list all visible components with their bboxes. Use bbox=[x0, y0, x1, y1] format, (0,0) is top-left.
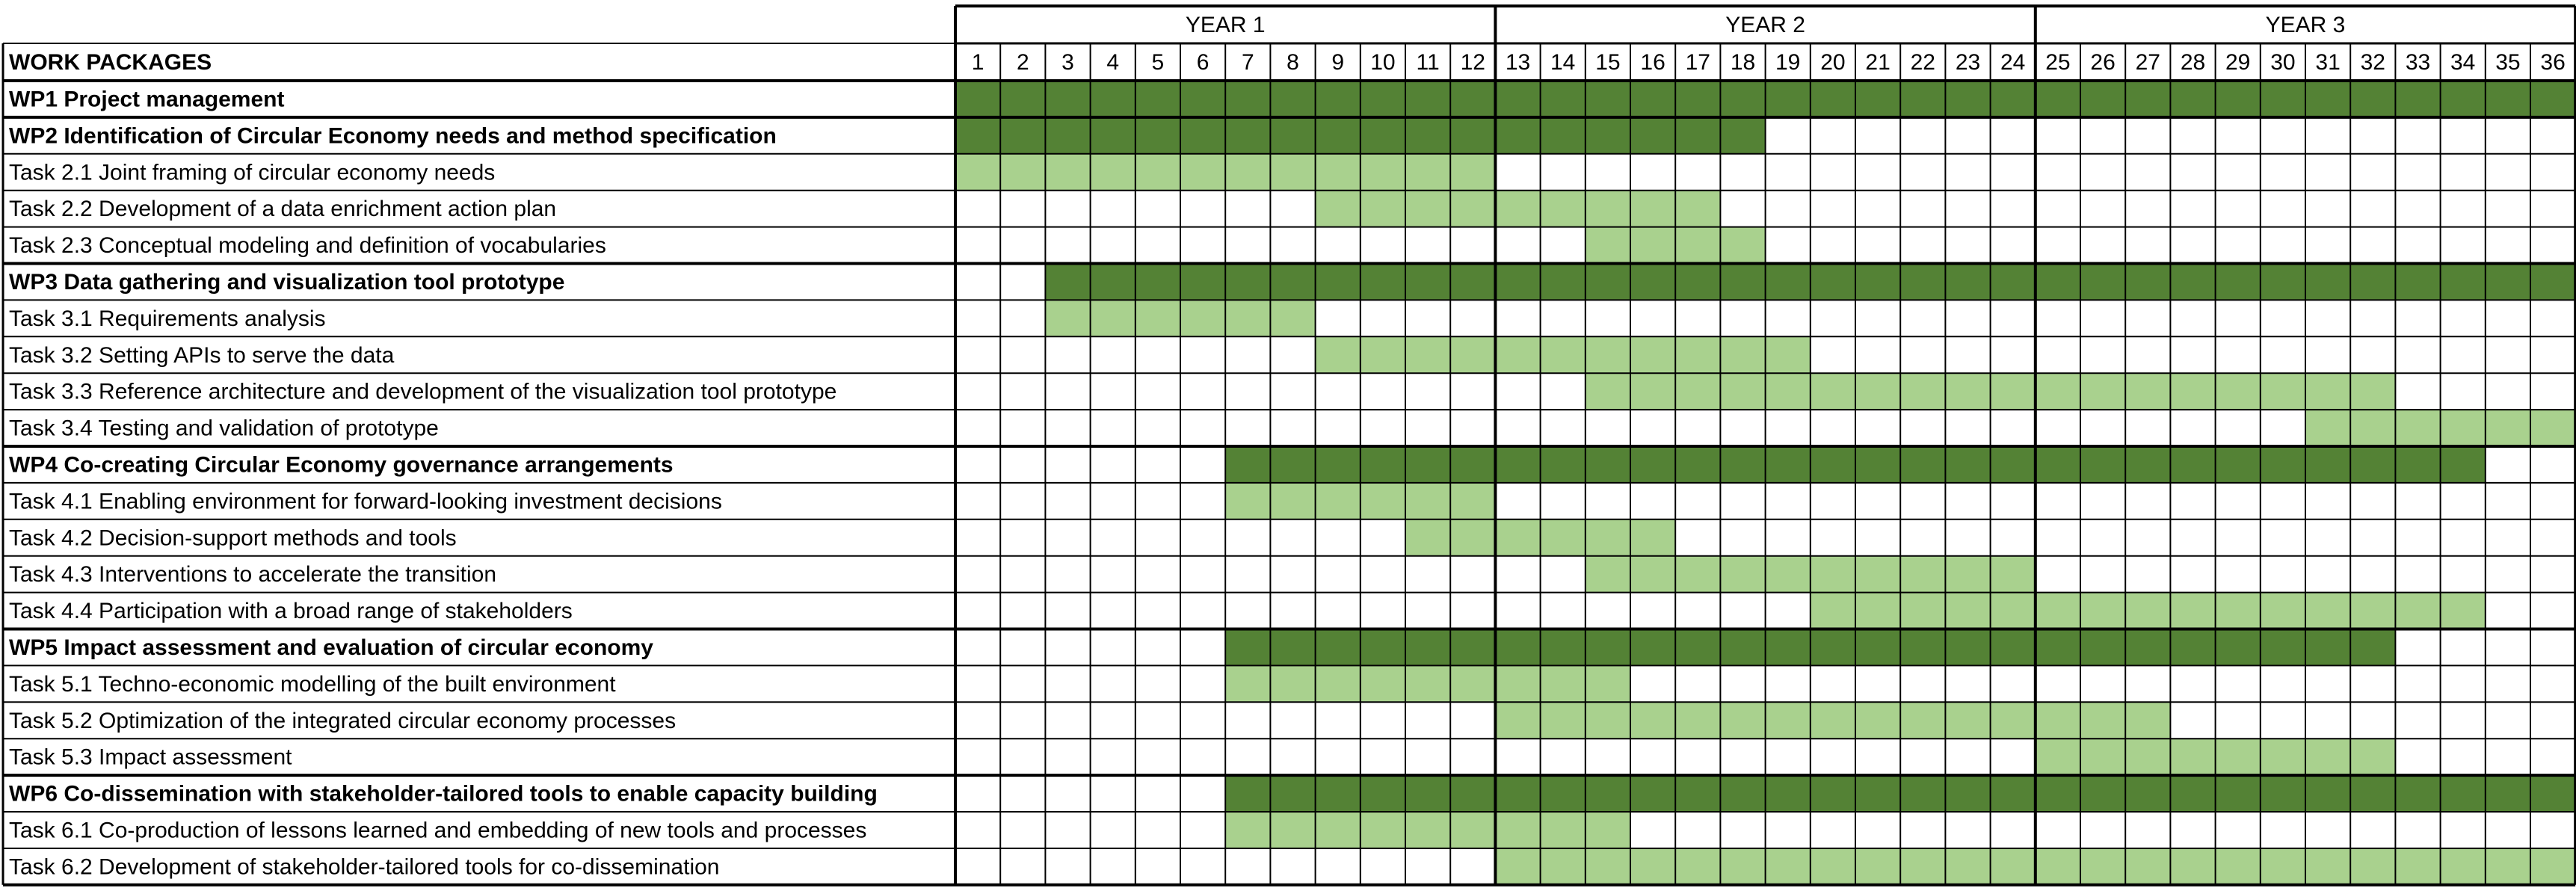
month-label: 23 bbox=[1956, 50, 1980, 75]
month-label: 8 bbox=[1287, 50, 1299, 75]
section-divider-layer bbox=[1, 4, 2576, 887]
month-label: 21 bbox=[1865, 50, 1890, 75]
month-label: 35 bbox=[2495, 50, 2520, 75]
work-package-label: WP4 Co-creating Circular Economy governa… bbox=[9, 452, 674, 477]
month-label: 30 bbox=[2270, 50, 2295, 75]
task-label: Task 5.3 Impact assessment bbox=[9, 745, 292, 770]
month-label: 34 bbox=[2450, 50, 2475, 75]
year-label: YEAR 3 bbox=[2266, 13, 2346, 37]
month-label: 14 bbox=[1550, 50, 1575, 75]
work-package-label: WP6 Co-dissemination with stakeholder-ta… bbox=[9, 782, 878, 807]
month-label: 36 bbox=[2540, 50, 2565, 75]
grid-layer bbox=[3, 43, 2576, 885]
month-label: 22 bbox=[1911, 50, 1935, 75]
task-label: Task 2.2 Development of a data enrichmen… bbox=[9, 197, 556, 221]
task-label: Task 3.1 Requirements analysis bbox=[9, 306, 326, 331]
work-package-label: WP5 Impact assessment and evaluation of … bbox=[9, 635, 653, 660]
month-label: 19 bbox=[1775, 50, 1800, 75]
work-packages-header: WORK PACKAGES bbox=[9, 50, 212, 75]
month-label: 13 bbox=[1506, 50, 1530, 75]
month-label: 12 bbox=[1461, 50, 1485, 75]
task-label: Task 5.1 Techno-economic modelling of th… bbox=[9, 672, 616, 697]
month-label: 6 bbox=[1197, 50, 1210, 75]
task-bar bbox=[1495, 702, 2171, 739]
task-label: Task 3.3 Reference architecture and deve… bbox=[9, 380, 836, 404]
task-bar bbox=[1225, 812, 1630, 848]
month-label: 33 bbox=[2406, 50, 2430, 75]
task-label: Task 2.1 Joint framing of circular econo… bbox=[9, 160, 495, 185]
month-label: 27 bbox=[2136, 50, 2160, 75]
task-label: Task 6.1 Co-production of lessons learne… bbox=[9, 818, 866, 842]
task-bar bbox=[1810, 592, 2486, 629]
task-label: Task 6.2 Development of stakeholder-tail… bbox=[9, 854, 719, 879]
month-label: 4 bbox=[1106, 50, 1119, 75]
month-label: 17 bbox=[1686, 50, 1710, 75]
month-label: 18 bbox=[1731, 50, 1755, 75]
month-label: 24 bbox=[2000, 50, 2025, 75]
work-package-label: WP2 Identification of Circular Economy n… bbox=[9, 123, 777, 148]
month-label: 2 bbox=[1017, 50, 1029, 75]
task-label: Task 4.2 Decision-support methods and to… bbox=[9, 525, 457, 550]
month-label: 3 bbox=[1061, 50, 1074, 75]
task-label: Task 4.3 Interventions to accelerate the… bbox=[9, 562, 496, 587]
label-layer: YEAR 1 YEAR 2 YEAR 31 2 3 4 5 6 7 8 9 10 11 12 13 14 15 1… bbox=[9, 13, 2566, 879]
task-label: Task 4.1 Enabling environment for forwar… bbox=[9, 489, 722, 514]
task-label: Task 5.2 Optimization of the integrated … bbox=[9, 709, 676, 733]
month-label: 15 bbox=[1595, 50, 1620, 75]
task-label: Task 3.2 Setting APIs to serve the data bbox=[9, 343, 395, 368]
month-label: 25 bbox=[2045, 50, 2070, 75]
month-label: 20 bbox=[1820, 50, 1845, 75]
year-label: YEAR 2 bbox=[1725, 13, 1805, 37]
month-label: 16 bbox=[1640, 50, 1665, 75]
task-label: Task 2.3 Conceptual modeling and definit… bbox=[9, 233, 606, 258]
month-label: 7 bbox=[1242, 50, 1254, 75]
task-label: Task 4.4 Participation with a broad rang… bbox=[9, 599, 573, 623]
task-bar bbox=[1315, 336, 1811, 374]
month-label: 10 bbox=[1370, 50, 1395, 75]
month-label: 26 bbox=[2090, 50, 2115, 75]
task-bar bbox=[1225, 665, 1630, 703]
month-label: 32 bbox=[2361, 50, 2385, 75]
task-label: Task 3.4 Testing and validation of proto… bbox=[9, 416, 439, 441]
year-label: YEAR 1 bbox=[1186, 13, 1266, 37]
month-label: 1 bbox=[972, 50, 985, 75]
month-label: 9 bbox=[1331, 50, 1344, 75]
month-label: 29 bbox=[2225, 50, 2250, 75]
task-bar bbox=[1315, 190, 1721, 227]
month-label: 11 bbox=[1417, 50, 1440, 75]
month-label: 5 bbox=[1152, 50, 1165, 75]
work-package-label: WP3 Data gathering and visualization too… bbox=[9, 270, 564, 295]
month-label: 31 bbox=[2315, 50, 2340, 75]
month-label: 28 bbox=[2181, 50, 2205, 75]
work-package-label: WP1 Project management bbox=[9, 87, 284, 111]
